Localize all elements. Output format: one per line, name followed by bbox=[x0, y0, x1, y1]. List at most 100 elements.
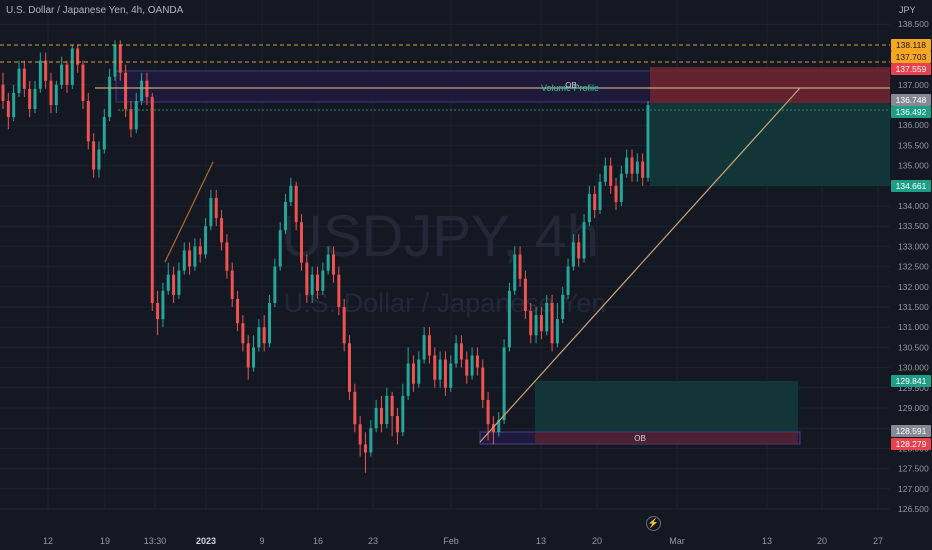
price-tick-label: 127.000 bbox=[898, 484, 929, 494]
candle-body bbox=[353, 391, 357, 425]
candle-body bbox=[1, 84, 5, 101]
candle-body bbox=[166, 274, 170, 291]
candle-body bbox=[310, 274, 314, 295]
candle-body bbox=[603, 165, 607, 182]
price-label-value: 136.748 bbox=[896, 95, 927, 105]
candle-body bbox=[182, 250, 186, 271]
price-label-box bbox=[891, 438, 931, 450]
candle-body bbox=[278, 230, 282, 267]
trade-zones bbox=[115, 67, 891, 445]
candle-body bbox=[369, 428, 373, 453]
time-tick-label: 13 bbox=[536, 536, 546, 546]
candle-body bbox=[598, 181, 602, 211]
trendline-projection bbox=[479, 87, 801, 443]
candle-body bbox=[38, 60, 42, 89]
price-tick-label: 138.500 bbox=[898, 19, 929, 29]
candle-body bbox=[246, 343, 250, 368]
candle-body bbox=[342, 307, 346, 344]
candle-body bbox=[241, 323, 245, 344]
candle-body bbox=[156, 302, 160, 320]
candle-body bbox=[593, 193, 597, 211]
time-tick-label: 19 bbox=[100, 536, 110, 546]
candle-body bbox=[539, 315, 543, 332]
candle-body bbox=[465, 359, 469, 376]
price-tick-label: 126.500 bbox=[898, 504, 929, 514]
price-label-value: 128.279 bbox=[896, 439, 927, 449]
candle-body bbox=[486, 399, 490, 425]
candle-body bbox=[209, 197, 213, 227]
candle-body bbox=[625, 157, 629, 174]
price-label-box bbox=[891, 375, 931, 387]
price-axis[interactable]: 138.500137.000136.000135.500135.000134.5… bbox=[890, 0, 932, 550]
time-tick-label: 20 bbox=[817, 536, 827, 546]
candle-body bbox=[470, 355, 474, 376]
time-tick-label: 16 bbox=[313, 536, 323, 546]
candle-body bbox=[411, 363, 415, 384]
time-tick-label: 20 bbox=[592, 536, 602, 546]
candle-body bbox=[65, 64, 69, 85]
price-tick-label: 133.500 bbox=[898, 221, 929, 231]
candle-body bbox=[566, 266, 570, 295]
price-tick-label: 129.500 bbox=[898, 383, 929, 393]
candle-body bbox=[374, 408, 378, 429]
candle-body bbox=[619, 173, 623, 202]
time-tick-label: 13 bbox=[762, 536, 772, 546]
price-tick-label: 134.000 bbox=[898, 201, 929, 211]
candle-body bbox=[150, 96, 154, 303]
price-label-box bbox=[891, 63, 931, 75]
time-tick-label: Mar bbox=[669, 536, 685, 546]
time-axis[interactable]: 12 19 13:30 2023 9 16 23 Feb 13 20 Mar 13 20 27 bbox=[0, 530, 890, 550]
candle-body bbox=[571, 242, 575, 267]
candle-body bbox=[497, 420, 501, 433]
price-tick-label: 132.500 bbox=[898, 262, 929, 272]
ob-label-bottom: OB bbox=[634, 434, 646, 443]
candles bbox=[1, 40, 650, 473]
candle-body bbox=[347, 343, 351, 392]
price-label-value: 138.118 bbox=[896, 40, 926, 50]
candle-body bbox=[550, 302, 554, 344]
candle-body bbox=[204, 226, 208, 255]
candle-body bbox=[390, 395, 394, 417]
candle-body bbox=[321, 270, 325, 291]
candle-body bbox=[545, 302, 549, 332]
candle-body bbox=[81, 64, 85, 101]
candle-body bbox=[326, 254, 330, 271]
time-tick-label: 23 bbox=[368, 536, 378, 546]
candle-body bbox=[60, 64, 64, 85]
price-label-box bbox=[891, 106, 931, 118]
price-tick-label: 131.500 bbox=[898, 302, 929, 312]
candle-body bbox=[113, 44, 117, 77]
candle-body bbox=[587, 193, 591, 223]
candle-body bbox=[33, 88, 37, 110]
candle-body bbox=[305, 262, 309, 295]
volume-profile-label: Volume Profile bbox=[541, 83, 599, 93]
candle-body bbox=[22, 68, 26, 89]
currency-unit: JPY bbox=[899, 5, 916, 15]
candle-body bbox=[555, 319, 559, 344]
candle-body bbox=[433, 355, 437, 380]
candle-body bbox=[427, 335, 431, 356]
candle-body bbox=[220, 218, 224, 243]
candle-body bbox=[145, 80, 149, 97]
candle-body bbox=[257, 327, 261, 348]
candle-body bbox=[97, 149, 101, 170]
price-tick-label: 132.000 bbox=[898, 282, 929, 292]
candle-body bbox=[172, 274, 176, 295]
price-label-value: 129.841 bbox=[896, 376, 927, 386]
time-tick-label: 9 bbox=[259, 536, 264, 546]
candle-body bbox=[161, 290, 165, 320]
candle-body bbox=[12, 92, 16, 118]
price-axis-background bbox=[890, 0, 932, 550]
time-axis-background bbox=[0, 530, 890, 550]
candle-body bbox=[134, 100, 138, 130]
price-tick-label: 130.500 bbox=[898, 342, 929, 352]
candle-body bbox=[337, 274, 341, 307]
candle-body bbox=[236, 298, 240, 324]
lightning-icon[interactable]: ⚡ bbox=[646, 516, 661, 531]
candle-body bbox=[363, 444, 367, 453]
price-tick-label: 137.000 bbox=[898, 80, 929, 90]
candle-body bbox=[252, 347, 256, 368]
candle-body bbox=[49, 80, 53, 105]
